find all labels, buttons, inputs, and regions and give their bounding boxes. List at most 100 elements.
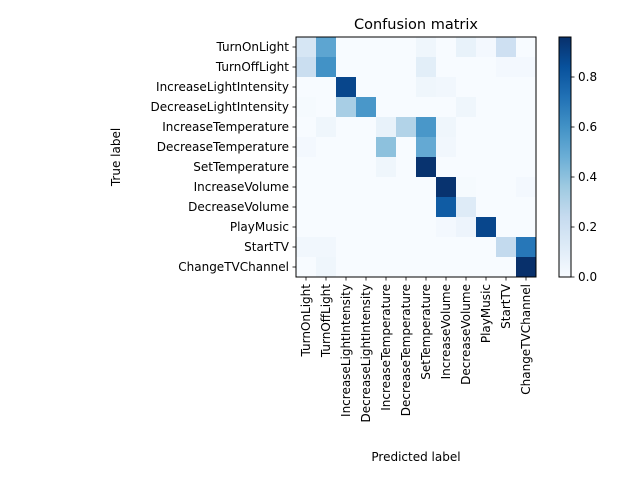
heatmap-cell	[436, 137, 457, 158]
heatmap-cell	[456, 97, 477, 118]
y-tick-labels: TurnOnLight TurnOffLight IncreaseLightInte…	[151, 40, 296, 274]
heatmap-cell	[296, 137, 317, 158]
heatmap-cell	[516, 97, 537, 118]
heatmap-cell	[296, 97, 317, 118]
x-tick-label: DecreaseVolume	[459, 284, 473, 385]
x-tick-label: DecreaseTemperature	[399, 284, 413, 416]
heatmap-cell	[496, 137, 517, 158]
heatmap-cell	[316, 257, 337, 278]
heatmap-cell	[476, 177, 497, 198]
plot-frame	[295, 36, 537, 278]
x-tick-label: SetTemperature	[419, 284, 433, 380]
x-tick-label: StartTV	[499, 283, 513, 329]
heatmap-cell	[316, 137, 337, 158]
heatmap-cell	[516, 237, 537, 258]
heatmap-cell	[296, 237, 317, 258]
heatmap-cell	[396, 197, 417, 218]
heatmap-cell	[456, 57, 477, 78]
heatmap-cell	[516, 37, 537, 58]
heatmap-cell	[316, 117, 337, 138]
heatmap-cell	[396, 177, 417, 198]
heatmap-cell	[396, 57, 417, 78]
heatmap-cell	[476, 117, 497, 138]
heatmap-cell	[336, 177, 357, 198]
heatmap-cell	[336, 197, 357, 218]
heatmap-cell	[376, 197, 397, 218]
heatmap-cell	[376, 217, 397, 238]
heatmap-cell	[376, 97, 397, 118]
y-tick-label: DecreaseLightIntensity	[151, 100, 289, 114]
heatmap-cell	[336, 57, 357, 78]
heatmap-cell	[496, 197, 517, 218]
heatmap-cell	[516, 157, 537, 178]
heatmap-cells	[296, 37, 537, 278]
heatmap-cell	[416, 97, 437, 118]
y-tick-label: IncreaseTemperature	[162, 120, 289, 134]
heatmap-cell	[436, 97, 457, 118]
x-tick-label: PlayMusic	[479, 284, 493, 343]
heatmap-cell	[516, 217, 537, 238]
heatmap-cell	[516, 137, 537, 158]
heatmap-cell	[456, 257, 477, 278]
heatmap-cell	[296, 117, 317, 138]
colorbar-tick-label: 0.4	[578, 170, 597, 184]
heatmap-cell	[436, 217, 457, 238]
heatmap-cell	[356, 117, 377, 138]
heatmap-cell	[516, 257, 537, 278]
heatmap-cell	[296, 177, 317, 198]
heatmap-cell	[396, 137, 417, 158]
x-tick-label: IncreaseLightIntensity	[339, 284, 353, 417]
heatmap-cell	[336, 157, 357, 178]
heatmap-cell	[356, 37, 377, 58]
heatmap-cell	[356, 77, 377, 98]
heatmap-cell	[416, 137, 437, 158]
heatmap-cell	[496, 177, 517, 198]
heatmap-cell	[336, 237, 357, 258]
heatmap-cell	[456, 117, 477, 138]
heatmap-cell	[316, 157, 337, 178]
heatmap-cell	[396, 97, 417, 118]
heatmap-cell	[476, 217, 497, 238]
heatmap-cell	[416, 177, 437, 198]
heatmap-cell	[316, 57, 337, 78]
heatmap-cell	[476, 77, 497, 98]
colorbar	[558, 36, 572, 278]
y-tick-label: PlayMusic	[230, 220, 289, 234]
y-tick-label: TurnOffLight	[215, 60, 289, 74]
heatmap-cell	[336, 77, 357, 98]
heatmap-cell	[356, 217, 377, 238]
y-tick-label: TurnOnLight	[216, 40, 290, 54]
colorbar-tick-label: 0.8	[578, 70, 597, 84]
heatmap-cell	[456, 197, 477, 218]
heatmap-cell	[416, 77, 437, 98]
heatmap-cell	[396, 217, 417, 238]
heatmap-cell	[296, 37, 317, 58]
heatmap-cell	[356, 157, 377, 178]
x-tick-label: DecreaseLightIntensity	[359, 284, 373, 422]
heatmap-cell	[416, 197, 437, 218]
heatmap-cell	[476, 97, 497, 118]
heatmap-cell	[456, 37, 477, 58]
heatmap-cell	[316, 197, 337, 218]
heatmap-cell	[396, 77, 417, 98]
heatmap-cell	[436, 197, 457, 218]
heatmap-cell	[316, 177, 337, 198]
x-tick-label: TurnOffLight	[319, 284, 333, 358]
x-tick-label: IncreaseVolume	[439, 284, 453, 379]
heatmap-cell	[376, 177, 397, 198]
heatmap-cell	[336, 117, 357, 138]
heatmap-cell	[356, 57, 377, 78]
heatmap-cell	[456, 137, 477, 158]
heatmap-cell	[396, 237, 417, 258]
colorbar-tick-label: 0.2	[578, 220, 597, 234]
y-tick-label: SetTemperature	[193, 160, 289, 174]
heatmap-cell	[496, 217, 517, 238]
heatmap-cell	[416, 57, 437, 78]
y-tick-label: DecreaseTemperature	[157, 140, 289, 154]
heatmap-cell	[476, 57, 497, 78]
heatmap-cell	[416, 37, 437, 58]
x-tick-label: ChangeTVChannel	[519, 284, 533, 395]
heatmap-cell	[476, 257, 497, 278]
heatmap-cell	[456, 217, 477, 238]
